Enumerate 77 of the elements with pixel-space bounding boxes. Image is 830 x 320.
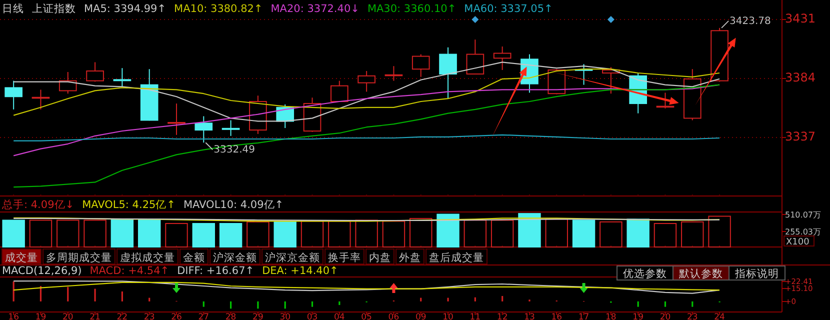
- annotation: 3423.78: [730, 16, 771, 27]
- x-tick-label: 21: [90, 312, 100, 320]
- x-tick-label: 09: [415, 312, 426, 320]
- x-tick-label: 27: [198, 312, 210, 320]
- annotation: 3332.49: [214, 144, 256, 156]
- x-tick-label: 03: [306, 312, 318, 320]
- text: 内盘: [369, 251, 391, 264]
- bar: [490, 220, 514, 248]
- candlestick: [222, 120, 240, 136]
- series-label: MAVOL10: 4.09亿↑: [183, 199, 284, 211]
- annotation: 优选参数: [623, 267, 667, 280]
- x-tick-label: 30: [280, 312, 291, 320]
- x-tick-label: 06: [388, 312, 400, 320]
- x-tick-label: 17: [578, 312, 590, 320]
- x-tick-label: 23: [144, 312, 155, 320]
- x-tick-label: 04: [334, 312, 345, 320]
- bar: [518, 213, 541, 248]
- candlestick: [168, 103, 186, 136]
- x-tick-label: 19: [35, 312, 46, 320]
- bar: [708, 216, 731, 248]
- text: 成交量: [5, 251, 38, 264]
- text: 沪深京金额: [265, 251, 320, 264]
- series-label: DIFF: +16.67↑: [177, 265, 254, 277]
- line-series: [13, 84, 720, 188]
- text: 沪深金额: [213, 251, 257, 264]
- y-tick-label: 510.07万: [785, 210, 821, 220]
- annotation: 默认参数: [678, 267, 723, 280]
- bar: [626, 218, 650, 248]
- y-tick-label: 255.03万: [785, 228, 821, 236]
- text: 外盘: [399, 252, 421, 264]
- text: 指标说明: [734, 268, 779, 280]
- candlestick: [439, 46, 457, 100]
- x-tick-label: 24: [714, 312, 725, 320]
- series-label: 总手: 4.09亿↓: [1, 198, 74, 211]
- text: MA10: 3380.82↑: [174, 3, 263, 15]
- text: MA30: 3360.10↑: [367, 3, 456, 15]
- x-tick-label: 13: [524, 312, 535, 320]
- x-tick-label: 28: [225, 312, 236, 320]
- bar: [600, 221, 622, 248]
- bar: [56, 220, 80, 248]
- text: 盘后成交量: [429, 251, 484, 264]
- text: 虚拟成交量: [120, 251, 175, 264]
- x-tick-label: 29: [252, 312, 264, 320]
- y-tick-label: 3337: [785, 130, 816, 144]
- y-tick-label: 3431: [785, 12, 816, 26]
- text: MA5: 3394.99↑: [84, 3, 166, 15]
- bar: [572, 220, 596, 248]
- y-tick-label: 3384: [785, 70, 816, 84]
- x-tick-label: 18: [606, 312, 616, 320]
- text: 金额: [183, 251, 205, 264]
- text: 多周期成交量: [46, 251, 112, 264]
- text: X100: [786, 238, 810, 248]
- chart-subtitle: 日线: [2, 2, 24, 15]
- series-label: MAVOL5: 4.25亿↑: [82, 199, 176, 211]
- text: 换手率: [328, 251, 361, 264]
- x-tick-label: 11: [470, 312, 481, 320]
- chart-title: MACD(12,26,9): [2, 265, 82, 277]
- x-tick-label: 22: [116, 312, 128, 320]
- bar: [654, 222, 677, 248]
- text: MA60: 3337.05↑: [464, 3, 553, 15]
- x-tick-label: 26: [171, 312, 182, 320]
- x-tick-label: 19: [632, 312, 644, 320]
- x-tick-label: 20: [62, 312, 74, 320]
- series-label: MACD: +4.54↑: [90, 265, 170, 277]
- series-label: DEA: +14.40↑: [262, 265, 338, 277]
- x-tick-label: 16: [551, 312, 562, 320]
- text: MA20: 3372.40↓: [270, 3, 360, 15]
- x-tick-label: 20: [660, 312, 671, 320]
- candlestick: [493, 46, 512, 70]
- x-tick-label: 05: [361, 312, 372, 320]
- bar: [681, 221, 704, 248]
- x-tick-label: 23: [686, 312, 698, 320]
- bar: [84, 220, 106, 248]
- x-tick-label: 12: [496, 312, 508, 320]
- chart-title: 上证指数: [32, 2, 76, 15]
- x-tick-label: 16: [8, 312, 19, 320]
- x-tick-label: 10: [442, 312, 454, 320]
